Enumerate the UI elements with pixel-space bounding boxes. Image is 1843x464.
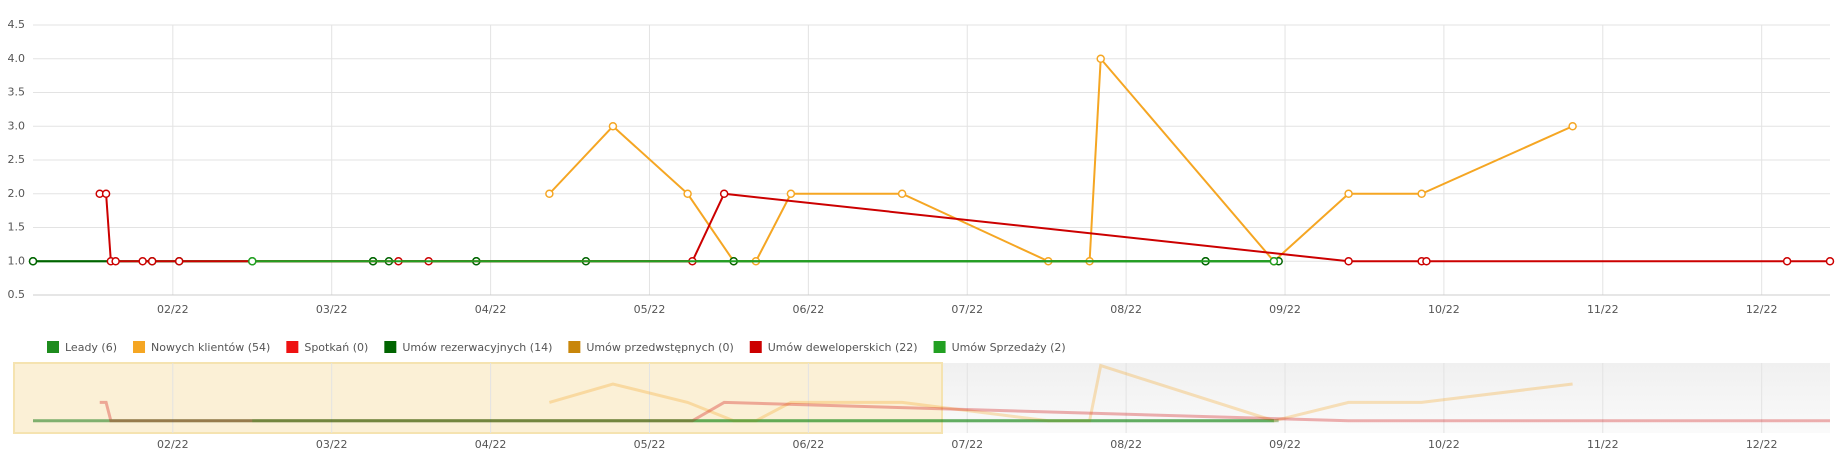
x-tick-label: 03/22 <box>316 303 348 316</box>
x-tick-label: 11/22 <box>1587 303 1619 316</box>
y-tick-label: 1.5 <box>8 221 26 234</box>
point <box>608 122 618 131</box>
point <box>545 189 554 198</box>
legend-swatch <box>133 341 146 353</box>
point <box>248 257 257 266</box>
navigator-tick-label: 05/22 <box>634 438 666 451</box>
point <box>786 189 796 198</box>
point <box>897 189 907 198</box>
point <box>1344 189 1353 198</box>
point <box>101 189 111 198</box>
point <box>1096 54 1105 63</box>
y-tick-label: 0.5 <box>8 288 26 301</box>
point <box>1417 189 1426 198</box>
point <box>147 257 157 266</box>
legend-label: Spotkań (0) <box>304 341 368 354</box>
y-tick-label: 3.0 <box>8 119 26 132</box>
navigator-tick-label: 04/22 <box>475 438 507 451</box>
navigator-tick-label: 02/22 <box>157 438 189 451</box>
legend-item[interactable]: Spotkań (0) <box>286 341 368 354</box>
navigator-tick-label: 10/22 <box>1428 438 1460 451</box>
point <box>111 257 120 266</box>
x-tick-label: 04/22 <box>475 303 507 316</box>
y-tick-label: 4.5 <box>8 18 26 31</box>
x-tick-label: 12/22 <box>1746 303 1778 316</box>
navigator-tick-label: 12/22 <box>1746 438 1778 451</box>
point <box>174 257 184 266</box>
legend-swatch <box>568 341 581 353</box>
navigator-line <box>99 400 1830 423</box>
y-tick-label: 4.0 <box>8 52 26 65</box>
x-tick-label: 06/22 <box>793 303 825 316</box>
x-tick-label: 05/22 <box>634 303 666 316</box>
point <box>138 257 147 266</box>
x-tick-label: 07/22 <box>951 303 983 316</box>
legend-label: Umów rezerwacyjnych (14) <box>402 341 552 354</box>
legend-label: Umów przedwstępnych (0) <box>586 341 733 354</box>
navigator-tick-label: 03/22 <box>316 438 348 451</box>
legend-label: Umów deweloperskich (22) <box>768 341 918 354</box>
legend-swatch <box>286 341 299 353</box>
navigator-line <box>548 363 1573 423</box>
x-tick-label: 10/22 <box>1428 303 1460 316</box>
legend-item[interactable]: Leady (6) <box>47 341 117 354</box>
navigator-tick-label: 06/22 <box>793 438 825 451</box>
legend-swatch <box>933 341 946 353</box>
x-tick-label: 08/22 <box>1110 303 1142 316</box>
legend-item[interactable]: Nowych klientów (54) <box>133 341 270 354</box>
navigator-selection[interactable] <box>13 362 943 434</box>
navigator-tick-label: 07/22 <box>951 438 983 451</box>
point <box>1825 257 1835 266</box>
navigator-tick-label: 11/22 <box>1587 438 1619 451</box>
legend-item[interactable]: Umów przedwstępnych (0) <box>568 341 734 354</box>
point <box>719 189 729 198</box>
legend-label: Umów Sprzedaży (2) <box>952 341 1066 354</box>
y-tick-label: 2.5 <box>8 153 26 166</box>
point <box>1782 257 1792 266</box>
legend-item[interactable]: Umów Sprzedaży (2) <box>933 341 1066 354</box>
x-tick-label: 02/22 <box>157 303 189 316</box>
point <box>1269 257 1279 266</box>
point <box>683 189 692 198</box>
point <box>28 257 38 266</box>
y-tick-label: 1.0 <box>8 254 26 267</box>
legend-item[interactable]: Umów deweloperskich (22) <box>749 341 918 354</box>
legend-swatch <box>384 341 397 353</box>
legend-label: Nowych klientów (54) <box>151 341 270 354</box>
legend-item[interactable]: Umów rezerwacyjnych (14) <box>384 341 552 354</box>
legend-label: Leady (6) <box>65 341 117 354</box>
y-tick-label: 2.0 <box>8 187 26 200</box>
y-tick-label: 3.5 <box>8 86 26 99</box>
series-line <box>548 56 1574 263</box>
point <box>1568 122 1577 131</box>
legend-swatch <box>749 341 762 353</box>
legend-swatch <box>47 341 59 353</box>
navigator-tick-label: 09/22 <box>1269 438 1301 451</box>
navigator-tick-label: 08/22 <box>1110 438 1142 451</box>
point <box>1422 257 1431 266</box>
point <box>1344 257 1353 266</box>
x-tick-label: 09/22 <box>1269 303 1301 316</box>
